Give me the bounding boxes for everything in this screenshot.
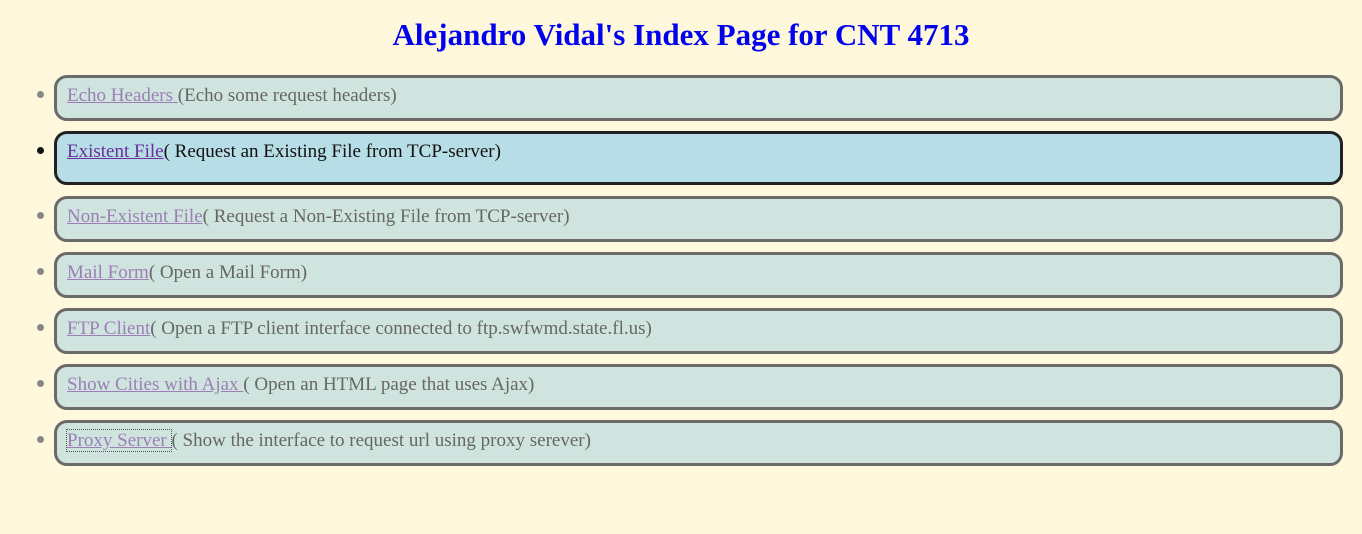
bullet-icon	[37, 436, 44, 443]
list-item-echo-headers: Echo Headers (Echo some request headers)	[37, 75, 1343, 121]
bullet-icon	[37, 268, 44, 275]
mail-form-description: ( Open a Mail Form)	[148, 262, 308, 283]
ftp-client-link[interactable]: FTP Client	[67, 318, 151, 339]
echo-headers-link[interactable]: Echo Headers	[67, 85, 178, 106]
mail-form-link[interactable]: Mail Form	[67, 262, 149, 283]
page-title: Alejandro Vidal's Index Page for CNT 471…	[392, 17, 970, 52]
bullet-icon	[37, 212, 44, 219]
list-item-mail-form: Mail Form( Open a Mail Form)	[37, 252, 1343, 298]
bullet-icon	[37, 380, 44, 387]
list-item-ftp-client: FTP Client( Open a FTP client interface …	[37, 308, 1343, 354]
ftp-client-description: ( Open a FTP client interface connected …	[150, 318, 652, 339]
proxy-server-description: ( Show the interface to request url usin…	[171, 430, 591, 451]
list-item-show-cities-ajax: Show Cities with Ajax ( Open an HTML pag…	[37, 364, 1343, 410]
bullet-icon	[37, 91, 44, 98]
existent-file-link[interactable]: Existent File	[67, 141, 164, 162]
list-item-non-existent-file: Non-Existent File( Request a Non-Existin…	[37, 196, 1343, 242]
non-existent-file-description: ( Request a Non-Existing File from TCP-s…	[202, 206, 570, 227]
echo-headers-description: (Echo some request headers)	[177, 85, 397, 106]
list-item-existent-file: Existent File( Request an Existing File …	[37, 131, 1343, 185]
show-cities-ajax-link[interactable]: Show Cities with Ajax	[67, 374, 244, 395]
proxy-server-link[interactable]: Proxy Server	[65, 429, 173, 452]
bullet-icon	[37, 147, 44, 154]
bullet-icon	[37, 324, 44, 331]
existent-file-description: ( Request an Existing File from TCP-serv…	[163, 141, 501, 162]
non-existent-file-link[interactable]: Non-Existent File	[67, 206, 203, 227]
show-cities-ajax-description: ( Open an HTML page that uses Ajax)	[243, 374, 535, 395]
list-item-proxy-server: Proxy Server ( Show the interface to req…	[37, 420, 1343, 466]
